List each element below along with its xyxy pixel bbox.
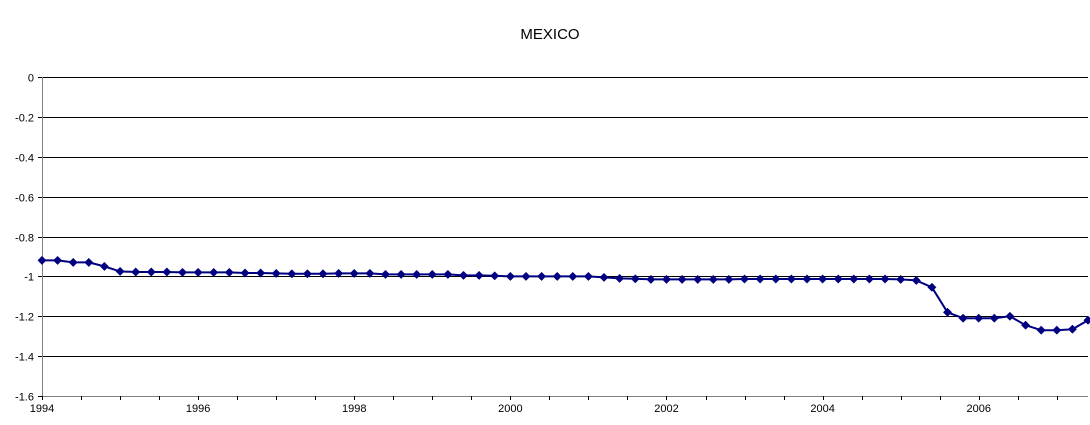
data-point [68,257,78,267]
y-tick-label: 0 [28,73,34,85]
x-tick-label: 2000 [498,403,522,415]
data-point [849,274,859,284]
data-point [271,268,281,278]
y-tick-label: -1 [24,272,34,284]
data-point [1021,320,1031,330]
data-point [911,275,921,285]
y-tick-label: -1.6 [15,392,34,404]
data-point [646,274,656,284]
data-point [193,267,203,277]
data-point [84,257,94,267]
data-point [896,274,906,284]
data-point [583,271,593,281]
series-group [37,255,1090,335]
data-point [1036,325,1046,335]
x-axis-ticks: 1994 1996 1998 2000 2002 2004 2006 [30,396,1058,415]
x-tick-label: 2006 [966,403,990,415]
y-axis-ticks: 0 -0.2 -0.4 -0.6 -0.8 -1 -1.2 -1.4 -1.6 [15,73,42,404]
y-tick-label: -1.2 [15,312,34,324]
data-point [162,267,172,277]
data-point [552,271,562,281]
data-point [53,255,63,265]
data-point [1052,325,1062,335]
data-point [318,269,328,279]
data-point [131,267,141,277]
data-point [287,269,297,279]
data-point [1083,315,1090,325]
data-point [927,282,937,292]
data-point [443,269,453,279]
x-tick-label: 1996 [186,403,210,415]
data-point [755,274,765,284]
axes [42,77,1088,397]
data-point [521,271,531,281]
data-point [99,261,109,271]
data-point [209,267,219,277]
data-point [256,268,266,278]
data-point [1005,311,1015,321]
data-point [365,268,375,278]
x-tick-label: 2002 [654,403,678,415]
data-point [771,274,781,284]
data-point [240,268,250,278]
x-tick-label: 1998 [342,403,366,415]
data-point [615,273,625,283]
y-tick-label: -1.4 [15,352,34,364]
y-tick-label: -0.6 [15,193,34,205]
data-point [724,274,734,284]
data-point [880,274,890,284]
data-point [334,268,344,278]
data-point [942,307,953,317]
data-point [739,274,750,284]
data-point [864,274,874,284]
data-point [958,313,968,323]
data-point [989,313,999,323]
data-point [37,255,47,265]
data-point [568,271,578,281]
data-point [802,274,812,284]
data-point [661,274,672,284]
data-point [458,270,469,280]
data-point [630,274,640,284]
y-tick-label: -0.8 [15,233,34,245]
data-point [693,274,703,284]
data-point [224,267,234,277]
data-point [1067,324,1077,334]
data-point [177,267,188,277]
data-point [833,274,843,284]
data-point [412,269,422,279]
data-point [786,274,796,284]
data-point [818,274,828,284]
data-point [599,272,609,282]
y-tick-label: -0.4 [15,153,34,165]
gridlines [42,77,1088,357]
chart-title: MEXICO [520,26,579,43]
data-point [474,270,484,280]
data-point [146,267,156,277]
data-point [505,271,515,281]
data-point [302,269,312,279]
x-tick-label: 1994 [30,403,54,415]
data-point [380,269,391,279]
x-tick-label: 2004 [810,403,834,415]
data-point [708,274,718,284]
data-point [427,269,437,279]
data-point [537,271,547,281]
y-tick-label: -0.2 [15,113,34,125]
data-point [115,266,125,276]
data-point [490,271,500,281]
data-point [677,274,687,284]
data-point [396,269,406,279]
data-point [974,313,984,323]
data-point [349,268,359,278]
